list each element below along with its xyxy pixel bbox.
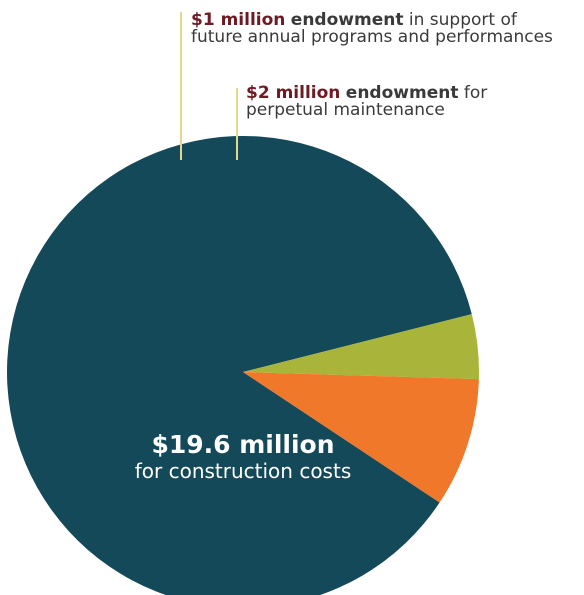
- maintenance-endowment-text-line2: perpetual maintenance: [246, 100, 445, 120]
- programs-endowment-text-line1: in support of: [408, 10, 517, 30]
- annotation-programs-endowment: $1 million endowment in support of futur…: [191, 12, 553, 46]
- construction-amount-label: $19.6 million: [151, 430, 335, 459]
- slice-programs-endowment: [243, 314, 479, 380]
- programs-endowment-kind: endowment: [290, 10, 404, 30]
- maintenance-endowment-text-line1: for: [463, 83, 488, 103]
- slice-maintenance-endowment: [243, 372, 479, 503]
- construction-caption-label: for construction costs: [134, 459, 352, 483]
- programs-endowment-text-line2: future annual programs and performances: [191, 27, 553, 47]
- annotation-maintenance-endowment: $2 million endowment for perpetual maint…: [246, 85, 487, 119]
- maintenance-endowment-kind: endowment: [345, 83, 459, 103]
- maintenance-endowment-amount: $2 million: [246, 83, 341, 103]
- slice-construction: [7, 136, 472, 595]
- programs-endowment-amount: $1 million: [191, 10, 286, 30]
